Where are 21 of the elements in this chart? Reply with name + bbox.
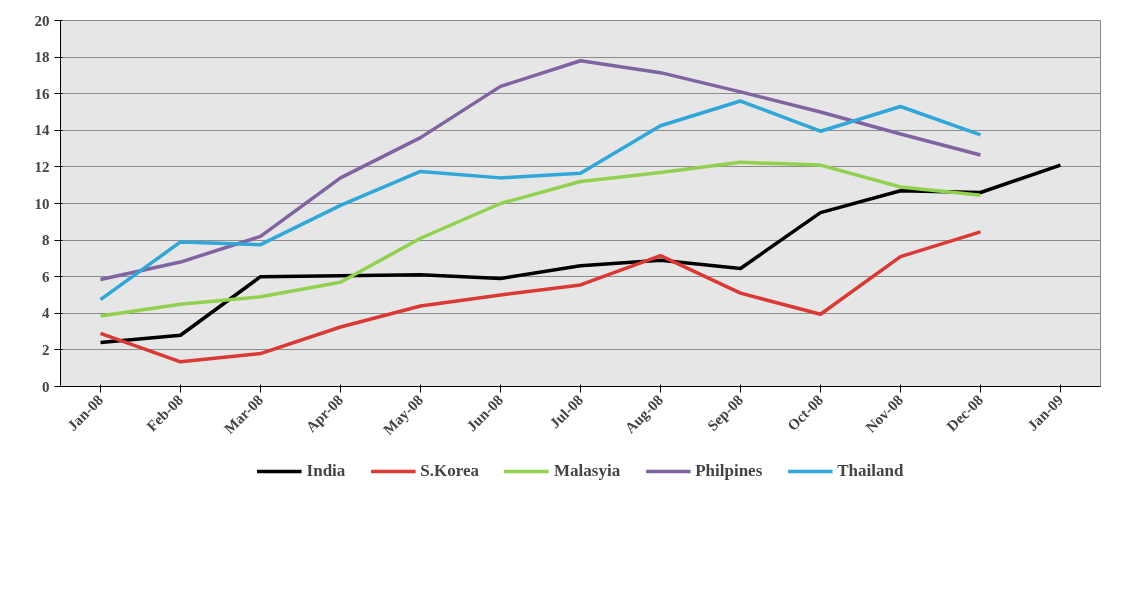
legend-label: Thailand <box>837 461 904 481</box>
y-tick-label: 16 <box>34 85 50 102</box>
line-series <box>98 59 983 282</box>
y-tick-label: 18 <box>34 49 50 66</box>
y-tick-label: 12 <box>34 158 50 175</box>
line-series <box>98 99 983 302</box>
y-tick-label: 4 <box>42 305 50 322</box>
line-series <box>98 163 1063 345</box>
y-tick-label: 14 <box>34 122 50 139</box>
y-tick-label: 0 <box>42 378 50 395</box>
line-series <box>98 230 983 364</box>
y-tick-label: 10 <box>34 195 50 212</box>
legend-label: Philpines <box>695 461 763 481</box>
legend-label: Malasyia <box>554 461 621 481</box>
line-series <box>98 160 983 318</box>
y-tick-label: 8 <box>42 232 50 249</box>
y-tick-label: 20 <box>34 12 50 29</box>
legend-label: S.Korea <box>420 461 480 481</box>
y-tick-label: 2 <box>42 341 50 358</box>
y-tick-label: 6 <box>42 268 50 285</box>
legend-label: India <box>306 461 346 481</box>
